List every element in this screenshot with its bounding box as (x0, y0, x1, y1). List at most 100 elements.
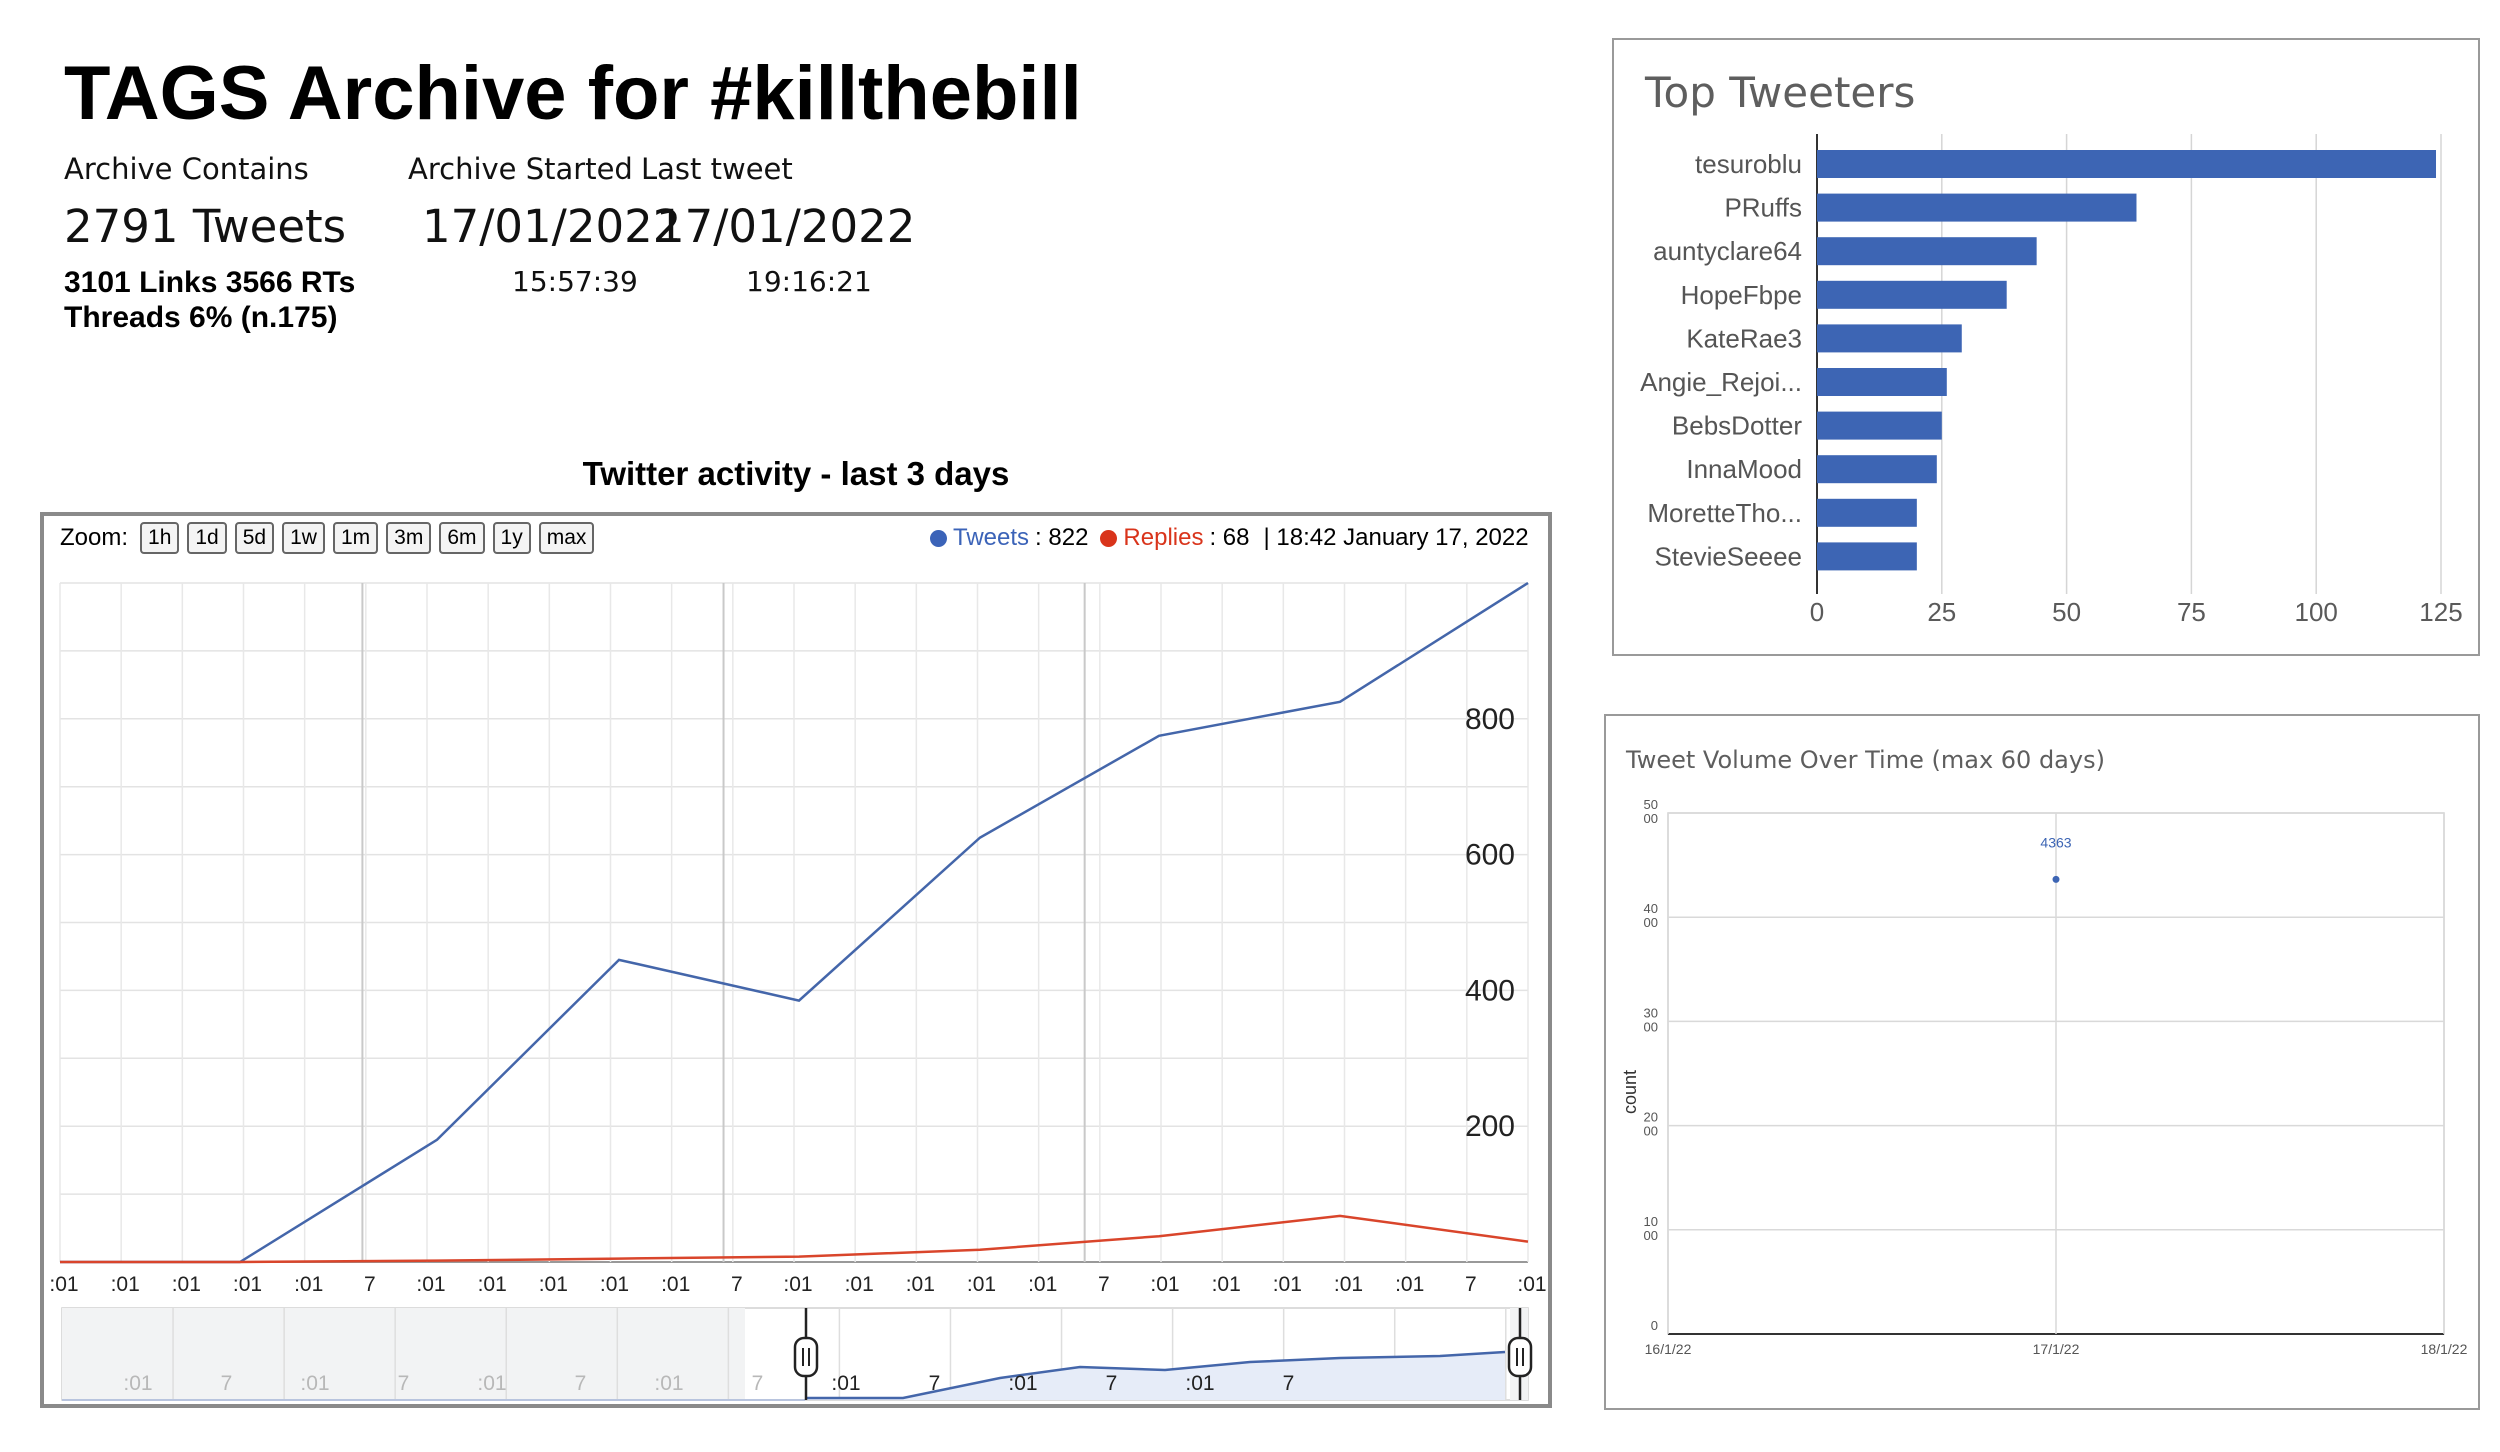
activity-legend: Tweets : 822 Replies : 68 | 18:42 Januar… (930, 524, 1529, 552)
tweet-volume-x-tick: 17/1/22 (2033, 1341, 2080, 1357)
top-tweeters-x-tick: 75 (2177, 597, 2206, 627)
navigator-label: :01 (300, 1372, 329, 1395)
navigator-area-fill (805, 1352, 1505, 1400)
tweet-volume-y-tick: 00 (1644, 1019, 1658, 1034)
top-tweeter-name: tesuroblu (1695, 149, 1802, 179)
activity-x-tick-label: :01 (111, 1273, 140, 1296)
activity-x-tick-label: 7 (1098, 1273, 1110, 1296)
tweet-volume-y-tick: 10 (1644, 1214, 1658, 1229)
tweet-volume-panel (1604, 714, 2480, 1410)
tweet-volume-y-tick: 00 (1644, 1124, 1658, 1139)
activity-x-tick-label: :01 (539, 1273, 568, 1296)
top-tweeter-name: BebsDotter (1672, 411, 1802, 441)
navigator-label: 7 (929, 1372, 941, 1395)
activity-y-tick-label: 600 (1465, 839, 1515, 872)
top-tweeters-panel (1612, 38, 2480, 656)
top-tweeters-title: Top Tweeters (1645, 68, 1916, 117)
navigator-right-handle[interactable] (1507, 1336, 1533, 1378)
activity-x-tick-label: :01 (1028, 1273, 1057, 1296)
zoom-5d-button[interactable]: 5d (234, 522, 275, 554)
activity-x-tick-label: :01 (906, 1273, 935, 1296)
navigator-label: 7 (1283, 1372, 1295, 1395)
tweets-legend-name: Tweets (953, 524, 1030, 551)
threads-stat: Threads 6% (n.175) (64, 301, 338, 334)
top-tweeter-name: auntyclare64 (1653, 236, 1802, 266)
top-tweeter-bar (1817, 411, 1942, 440)
top-tweeter-bar (1817, 324, 1962, 353)
tweet-volume-point (2052, 875, 2060, 883)
tweets-legend-value: : 822 (1035, 524, 1089, 551)
top-tweeters-x-tick: 0 (1810, 597, 1824, 627)
tweet-volume-x-tick: 18/1/22 (2421, 1341, 2468, 1357)
tweet-volume-y-tick: 30 (1644, 1005, 1658, 1020)
tweets-count: 2791 Tweets (64, 200, 347, 253)
activity-x-tick-label: :01 (661, 1273, 690, 1296)
top-tweeter-name: HopeFbpe (1681, 280, 1802, 310)
activity-chart-panel (40, 512, 1552, 1408)
zoom-max-button[interactable]: max (538, 522, 595, 554)
top-tweeter-name: KateRae3 (1686, 323, 1802, 353)
replies-legend-dot (1100, 529, 1118, 547)
tweet-volume-y-tick: 40 (1644, 901, 1658, 916)
activity-y-tick-label: 200 (1465, 1110, 1515, 1143)
activity-x-tick-label: :01 (294, 1273, 323, 1296)
tweet-volume-y-axis-label: count (1620, 1070, 1640, 1114)
last-tweet-date: 17/01/2022 (656, 200, 916, 253)
navigator-label: 7 (752, 1372, 764, 1395)
zoom-6m-button[interactable]: 6m (439, 522, 485, 554)
zoom-1h-button[interactable]: 1h (140, 522, 180, 554)
top-tweeter-name: InnaMood (1686, 454, 1802, 484)
zoom-1y-button[interactable]: 1y (492, 522, 531, 554)
navigator-label: 7 (398, 1372, 410, 1395)
tweet-volume-y-tick: 00 (1644, 811, 1658, 826)
top-tweeter-name: StevieSeeee (1655, 541, 1802, 571)
zoom-1d-button[interactable]: 1d (187, 522, 227, 554)
top-tweeter-name: Angie_Rejoi... (1640, 367, 1802, 397)
activity-x-tick-label: :01 (1273, 1273, 1302, 1296)
activity-y-tick-label: 400 (1465, 974, 1515, 1007)
top-tweeters-x-tick: 25 (1927, 597, 1956, 627)
navigator-label: :01 (123, 1372, 152, 1395)
zoom-label: Zoom: (60, 524, 129, 551)
top-tweeters-x-tick: 50 (2052, 597, 2081, 627)
top-tweeter-bar (1817, 150, 2437, 178)
activity-x-tick-label: 7 (731, 1273, 743, 1296)
activity-x-tick-label: :01 (478, 1273, 507, 1296)
activity-x-tick-label: 7 (364, 1273, 376, 1296)
replies-legend-value: : 68 (1209, 524, 1250, 551)
activity-x-tick-label: :01 (1517, 1273, 1546, 1296)
tweet-volume-y-tick: 0 (1651, 1318, 1658, 1333)
tweet-volume-x-tick: 16/1/22 (1645, 1341, 1692, 1357)
activity-x-tick-label: :01 (1150, 1273, 1179, 1296)
zoom-1w-button[interactable]: 1w (282, 522, 325, 554)
archive-started-time: 15:57:39 (512, 265, 638, 298)
activity-timestamp: | 18:42 January 17, 2022 (1263, 524, 1529, 551)
tweet-volume-y-tick: 00 (1644, 1228, 1658, 1243)
top-tweeter-bar (1817, 498, 1917, 527)
navigator-label: 7 (1106, 1372, 1118, 1395)
zoom-controls: Zoom: 1h 1d 5d 1w 1m 3m 6m 1y max (60, 522, 595, 554)
last-tweet-label: Last tweet (641, 152, 793, 186)
navigator-left-handle[interactable] (793, 1336, 819, 1378)
activity-x-tick-label: :01 (233, 1273, 262, 1296)
activity-x-tick-label: 7 (1465, 1273, 1477, 1296)
navigator-line (805, 1350, 1506, 1400)
navigator-label: :01 (1008, 1372, 1037, 1395)
navigator-unselected-region (62, 1308, 745, 1400)
activity-x-tick-label: :01 (1212, 1273, 1241, 1296)
archive-started-label: Archive Started (408, 152, 633, 186)
activity-y-tick-label: 800 (1465, 703, 1515, 736)
top-tweeter-bar (1817, 237, 2037, 266)
activity-x-tick-label: :01 (49, 1273, 78, 1296)
navigator-label: 7 (221, 1372, 233, 1395)
zoom-3m-button[interactable]: 3m (386, 522, 432, 554)
navigator-label: 7 (575, 1372, 587, 1395)
links-rts: 3101 Links 3566 RTs (64, 266, 356, 299)
top-tweeter-bar (1817, 280, 2007, 309)
activity-x-tick-label: :01 (967, 1273, 996, 1296)
activity-x-tick-label: :01 (783, 1273, 812, 1296)
zoom-1m-button[interactable]: 1m (332, 522, 379, 554)
tweet-volume-y-tick: 20 (1644, 1110, 1658, 1125)
tweet-volume-title: Tweet Volume Over Time (max 60 days) (1626, 746, 2105, 774)
